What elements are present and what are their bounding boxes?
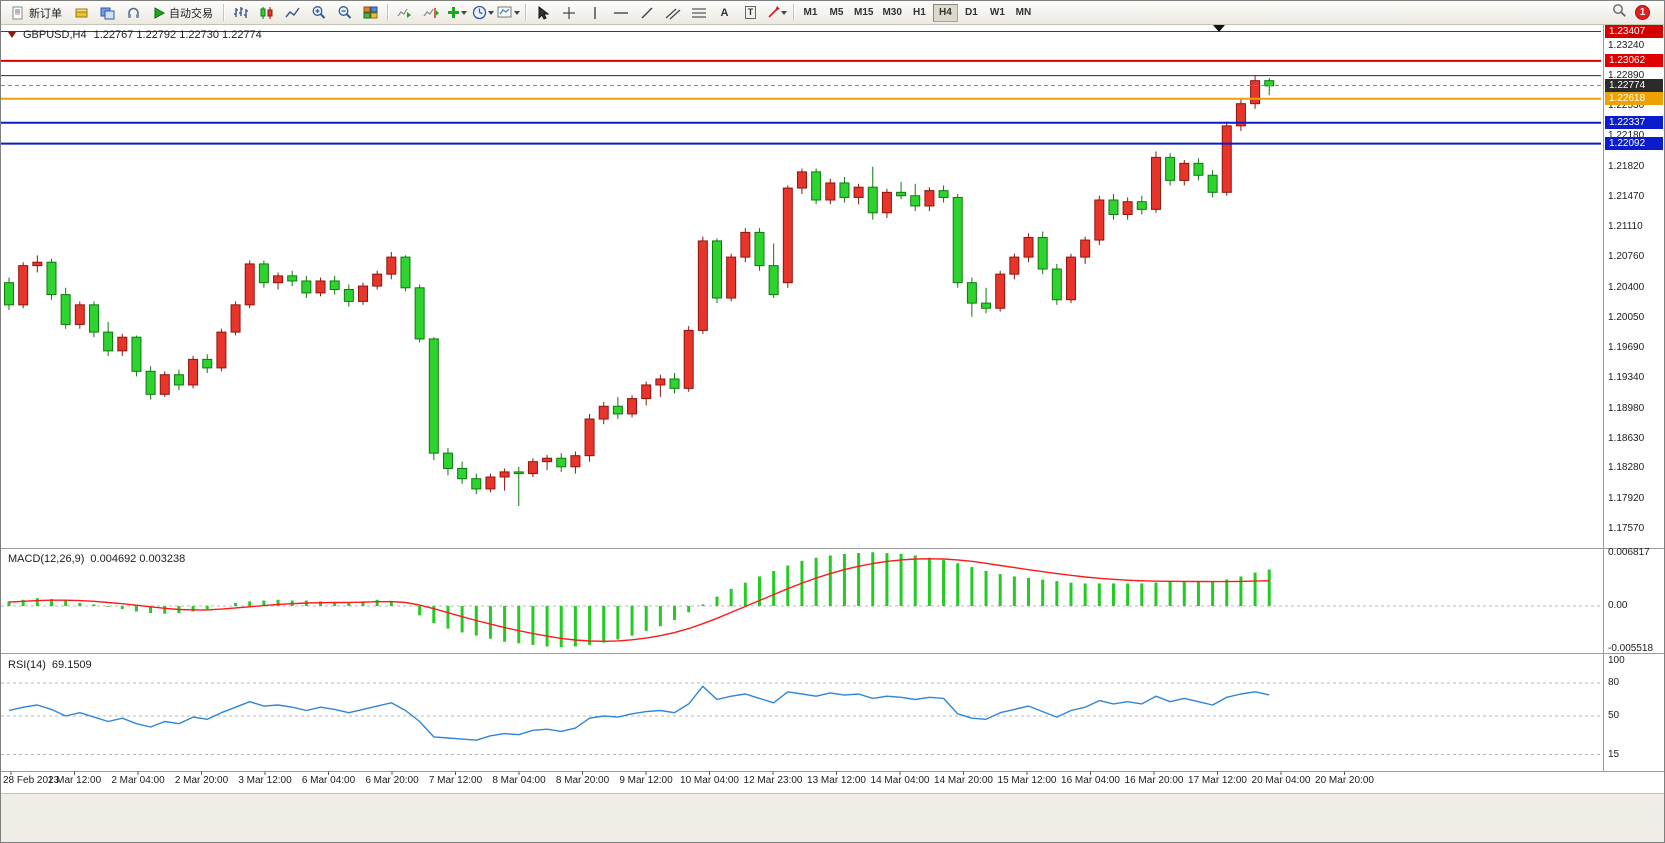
timeframe-m1-button[interactable]: M1 bbox=[803, 7, 818, 18]
new-order-label: 新订单 bbox=[29, 7, 62, 20]
time-axis[interactable] bbox=[1, 772, 1603, 793]
new-order-icon bbox=[12, 6, 23, 19]
rsi-name: RSI(14) bbox=[8, 659, 46, 671]
timeframe-d1-button[interactable]: D1 bbox=[965, 7, 978, 18]
new-order-button[interactable]: 新订单 bbox=[5, 3, 68, 23]
tile-windows-button[interactable] bbox=[358, 3, 383, 23]
candlestick-chart-button[interactable] bbox=[254, 3, 279, 23]
zoom-in-button[interactable] bbox=[306, 3, 331, 23]
search-icon[interactable] bbox=[1612, 3, 1627, 23]
indicator-levels bbox=[1, 605, 1601, 755]
autotrading-button[interactable]: 自动交易 bbox=[147, 3, 219, 23]
price-axis[interactable] bbox=[1604, 25, 1664, 772]
rsi-line bbox=[8, 685, 1270, 741]
chevron-down-icon bbox=[460, 10, 467, 15]
price-level-lines bbox=[1, 31, 1601, 145]
arrows-tool-button[interactable] bbox=[764, 3, 789, 23]
toolbar-separator bbox=[223, 4, 224, 21]
channel-button[interactable] bbox=[660, 3, 685, 23]
charts-window-icon[interactable] bbox=[95, 3, 120, 23]
headset-icon[interactable] bbox=[121, 3, 146, 23]
toolbar-right-group: 1 bbox=[1612, 3, 1660, 23]
timeframe-m30-button[interactable]: M30 bbox=[882, 7, 902, 18]
indicators-button[interactable] bbox=[444, 3, 469, 23]
timeframe-h4-button[interactable]: H4 bbox=[932, 3, 958, 22]
horizontal-line-button[interactable] bbox=[608, 3, 633, 23]
periods-clock-button[interactable] bbox=[470, 3, 495, 23]
toolbar: 新订单 自动交易 bbox=[1, 1, 1664, 25]
fibonacci-button[interactable] bbox=[686, 3, 711, 23]
vertical-line-button[interactable] bbox=[582, 3, 607, 23]
text-tool-button[interactable]: A bbox=[712, 3, 737, 23]
collapse-icon[interactable] bbox=[8, 32, 16, 38]
chevron-down-icon bbox=[780, 10, 787, 15]
chart-top-marker bbox=[1213, 25, 1225, 32]
timeframe-mn-button[interactable]: MN bbox=[1015, 7, 1032, 18]
cursor-button[interactable] bbox=[530, 3, 555, 23]
toolbar-separator bbox=[387, 4, 388, 21]
time-axis-ticks bbox=[10, 771, 1345, 775]
toolbar-separator bbox=[525, 4, 526, 21]
line-chart-button[interactable] bbox=[280, 3, 305, 23]
timeframe-h1-button[interactable]: H1 bbox=[913, 7, 926, 18]
templates-button[interactable] bbox=[496, 3, 521, 23]
candlestick-series bbox=[4, 75, 1275, 506]
chevron-down-icon bbox=[487, 10, 494, 15]
crosshair-button[interactable] bbox=[556, 3, 581, 23]
autotrading-play-icon bbox=[154, 6, 165, 19]
auto-scroll-button[interactable] bbox=[392, 3, 417, 23]
chart-shift-button[interactable] bbox=[418, 3, 443, 23]
macd-histogram-series bbox=[7, 552, 1271, 648]
text-tool-icon: A bbox=[720, 6, 729, 19]
symbol-period-label: GBPUSD,H4 bbox=[23, 29, 87, 41]
timeframe-w1-button[interactable]: W1 bbox=[989, 7, 1005, 18]
panel-separators bbox=[1, 25, 1664, 772]
chart-info-line: GBPUSD,H4 1.22767 1.22792 1.22730 1.2277… bbox=[8, 29, 262, 41]
rsi-value: 69.1509 bbox=[51, 659, 92, 671]
timeframe-m5-button[interactable]: M5 bbox=[829, 7, 844, 18]
timeframe-m15-button[interactable]: M15 bbox=[854, 7, 874, 18]
notification-badge[interactable]: 1 bbox=[1635, 5, 1650, 20]
autotrading-label: 自动交易 bbox=[169, 7, 213, 20]
rsi-panel-label: RSI(14) 69.1509 bbox=[8, 659, 92, 671]
macd-signal-line bbox=[8, 558, 1270, 642]
macd-values: 0.004692 0.003238 bbox=[90, 553, 186, 565]
text-label-tool-button[interactable]: T bbox=[738, 3, 763, 23]
bar-chart-button[interactable] bbox=[228, 3, 253, 23]
toolbar-separator bbox=[793, 4, 794, 21]
zoom-out-button[interactable] bbox=[332, 3, 357, 23]
ohlc-values-label: 1.22767 1.22792 1.22730 1.22774 bbox=[93, 29, 262, 41]
b ottom-strip bbox=[1, 793, 1664, 842]
chevron-down-icon bbox=[514, 10, 520, 15]
metaeditor-icon[interactable] bbox=[69, 3, 94, 23]
text-label-icon: T bbox=[744, 6, 757, 19]
macd-panel-label: MACD(12,26,9) 0.004692 0.003238 bbox=[8, 553, 185, 565]
macd-name: MACD(12,26,9) bbox=[8, 553, 85, 565]
trendline-button[interactable] bbox=[634, 3, 659, 23]
